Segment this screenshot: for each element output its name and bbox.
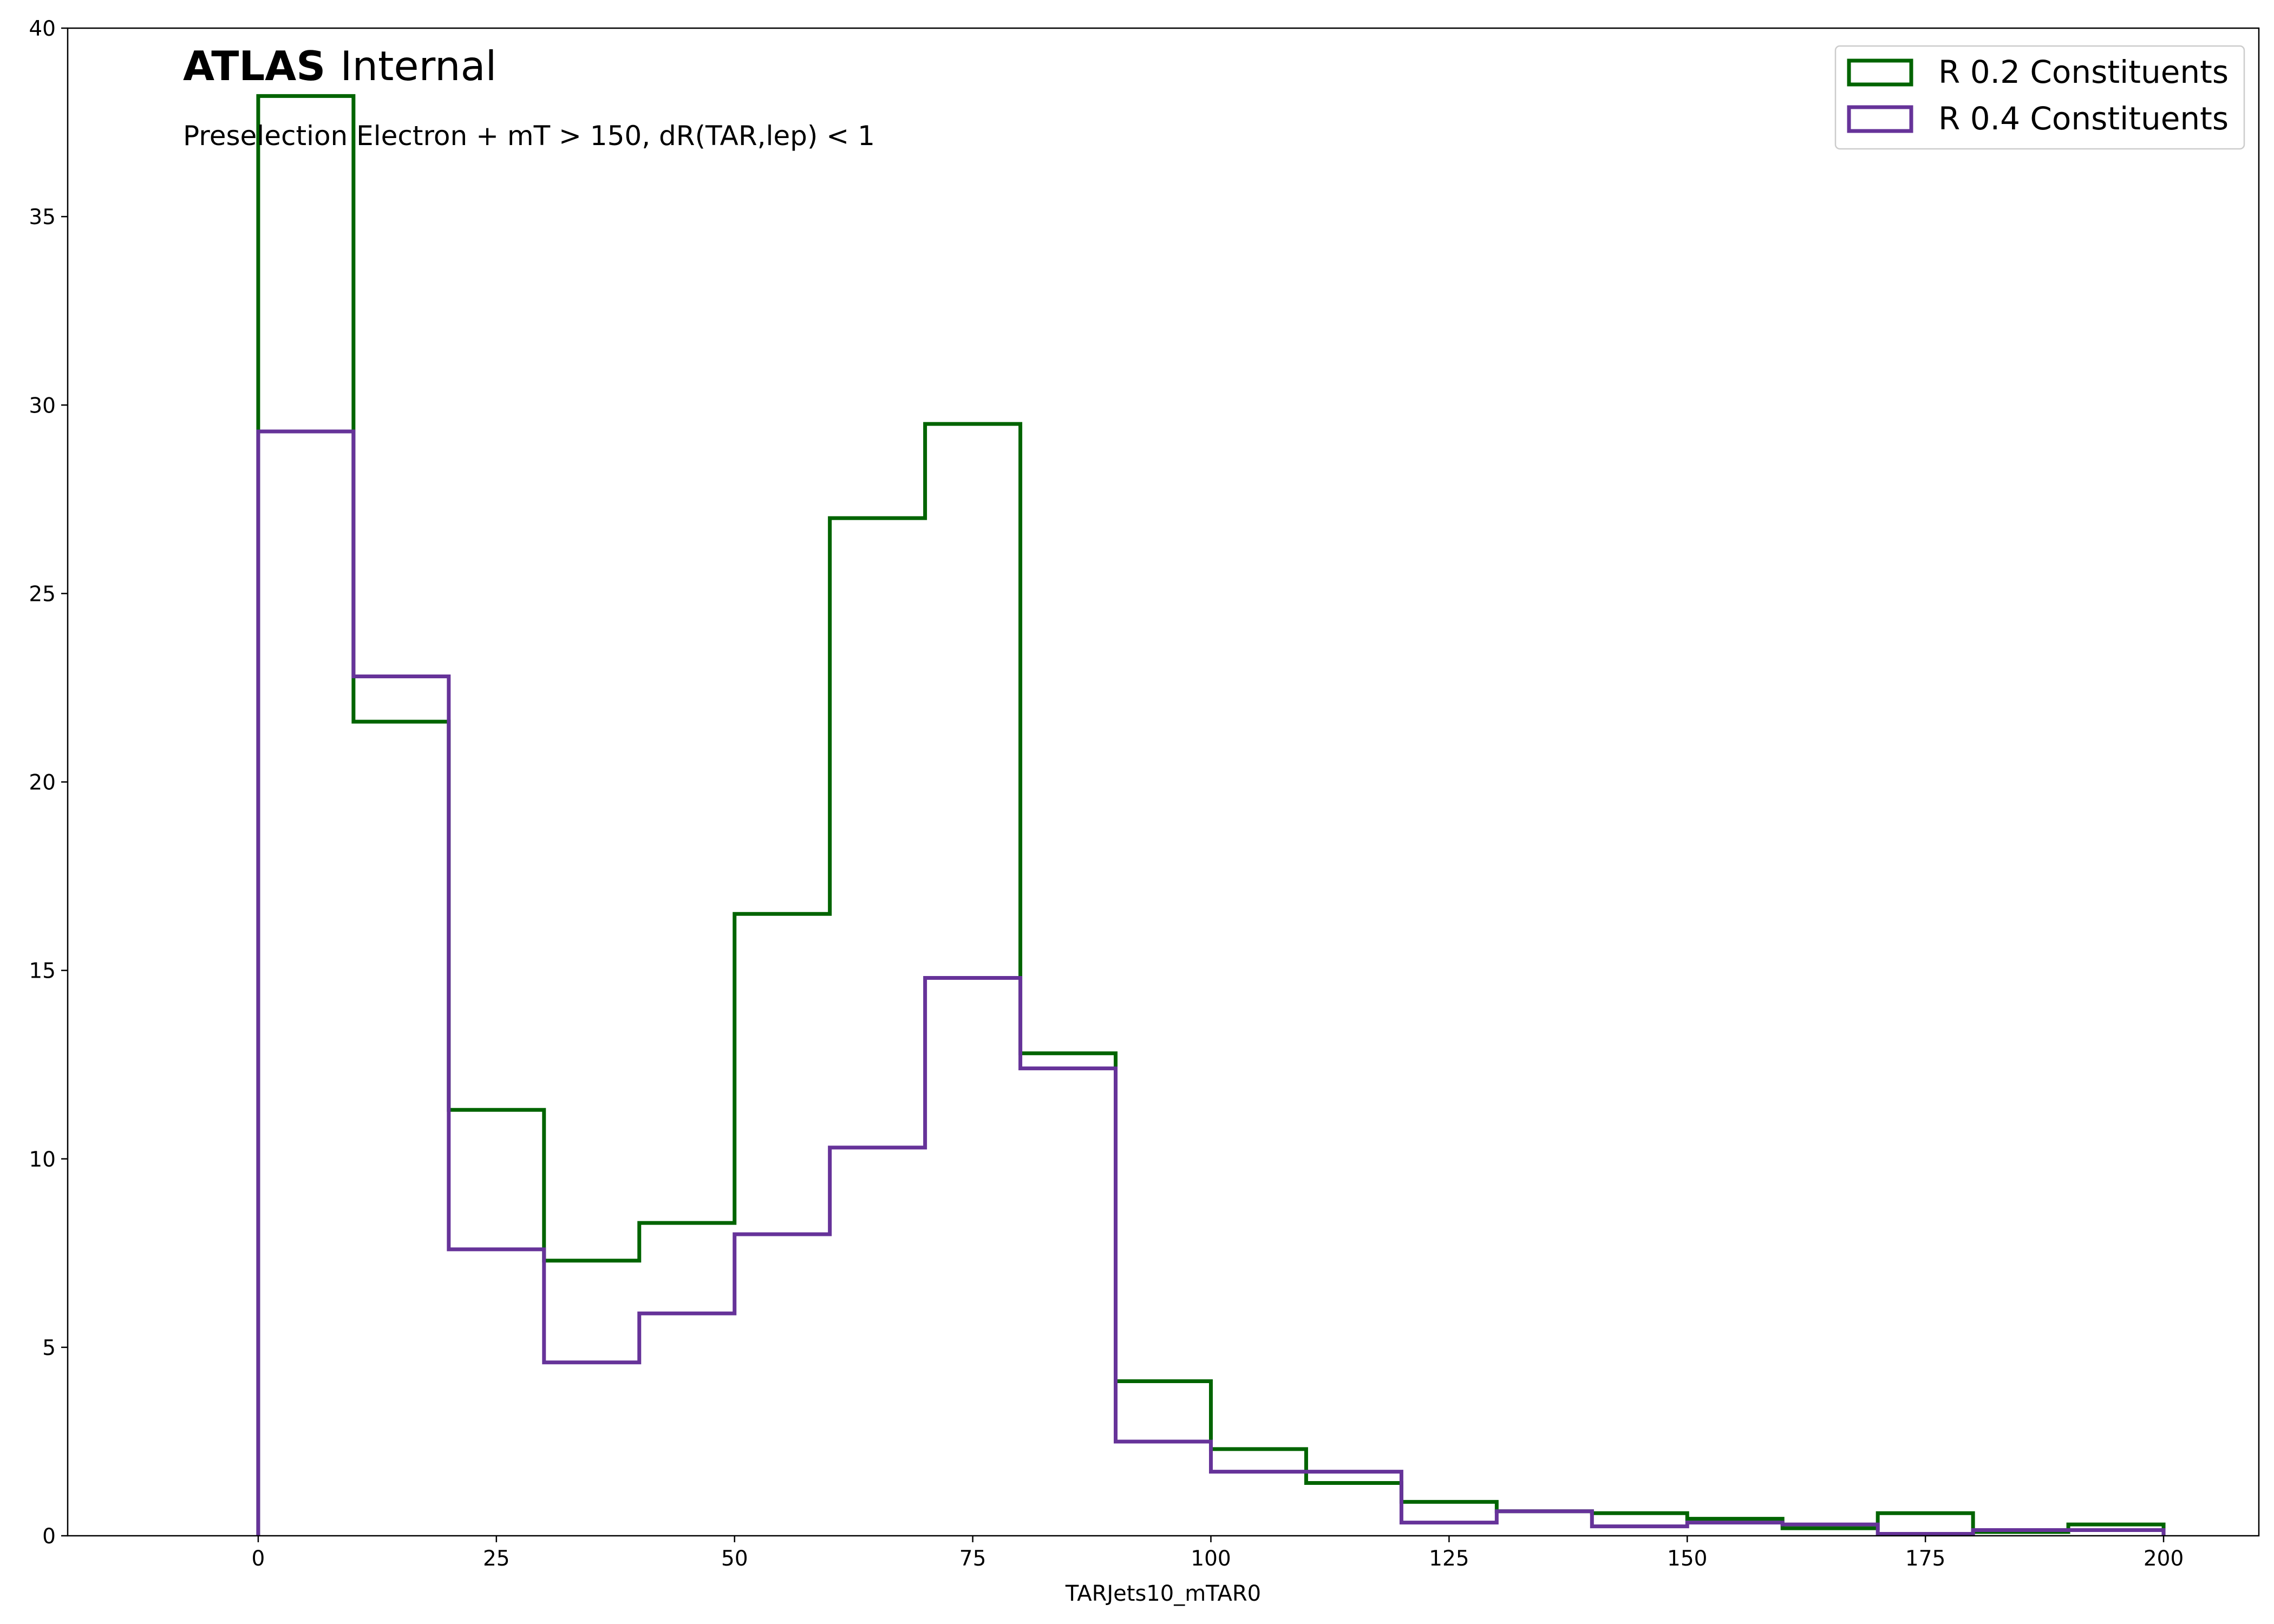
y-tick-label: 20 (29, 771, 56, 795)
legend-label-r04: R 0.4 Constituents (1938, 100, 2229, 137)
x-tick-label: 50 (721, 1547, 748, 1571)
y-tick-label: 25 (29, 582, 56, 606)
x-tick-label: 175 (1905, 1547, 1945, 1571)
series-layer (256, 94, 2166, 1536)
y-tick-label: 5 (42, 1336, 56, 1360)
x-tick-label: 25 (483, 1547, 510, 1571)
y-tick-label: 35 (29, 205, 56, 230)
x-axis-label: TARJets10_mTAR0 (1065, 1581, 1261, 1606)
x-tick-label: 150 (1667, 1547, 1707, 1571)
x-axis: 0 25 50 75 100 125 150 175 200 (251, 1536, 2184, 1571)
legend-swatch-r04 (1847, 105, 1913, 133)
x-tick-label: 200 (2144, 1547, 2184, 1571)
x-tick-label: 100 (1191, 1547, 1231, 1571)
y-tick-label: 40 (29, 17, 56, 41)
atlas-label: ATLAS Internal (183, 42, 496, 90)
series-step-line-1 (256, 429, 2166, 1536)
legend-label-r02: R 0.2 Constituents (1938, 54, 2229, 90)
atlas-bold-text: ATLAS (183, 42, 325, 90)
y-axis: 0 5 10 15 20 25 30 35 40 (29, 17, 68, 1549)
x-tick-label: 125 (1429, 1547, 1469, 1571)
selection-label: Preselection Electron + mT > 150, dR(TAR… (183, 120, 875, 152)
x-tick-label: 0 (251, 1547, 265, 1571)
legend: R 0.2 Constituents R 0.4 Constituents (1834, 45, 2245, 150)
legend-box (1834, 45, 2245, 150)
y-tick-label: 0 (42, 1524, 56, 1549)
x-tick-label: 75 (959, 1547, 986, 1571)
atlas-internal-text: Internal (340, 42, 496, 90)
y-tick-label: 10 (29, 1148, 56, 1172)
y-tick-label: 15 (29, 959, 56, 984)
y-tick-label: 30 (29, 394, 56, 418)
legend-swatch-r02 (1847, 58, 1913, 87)
